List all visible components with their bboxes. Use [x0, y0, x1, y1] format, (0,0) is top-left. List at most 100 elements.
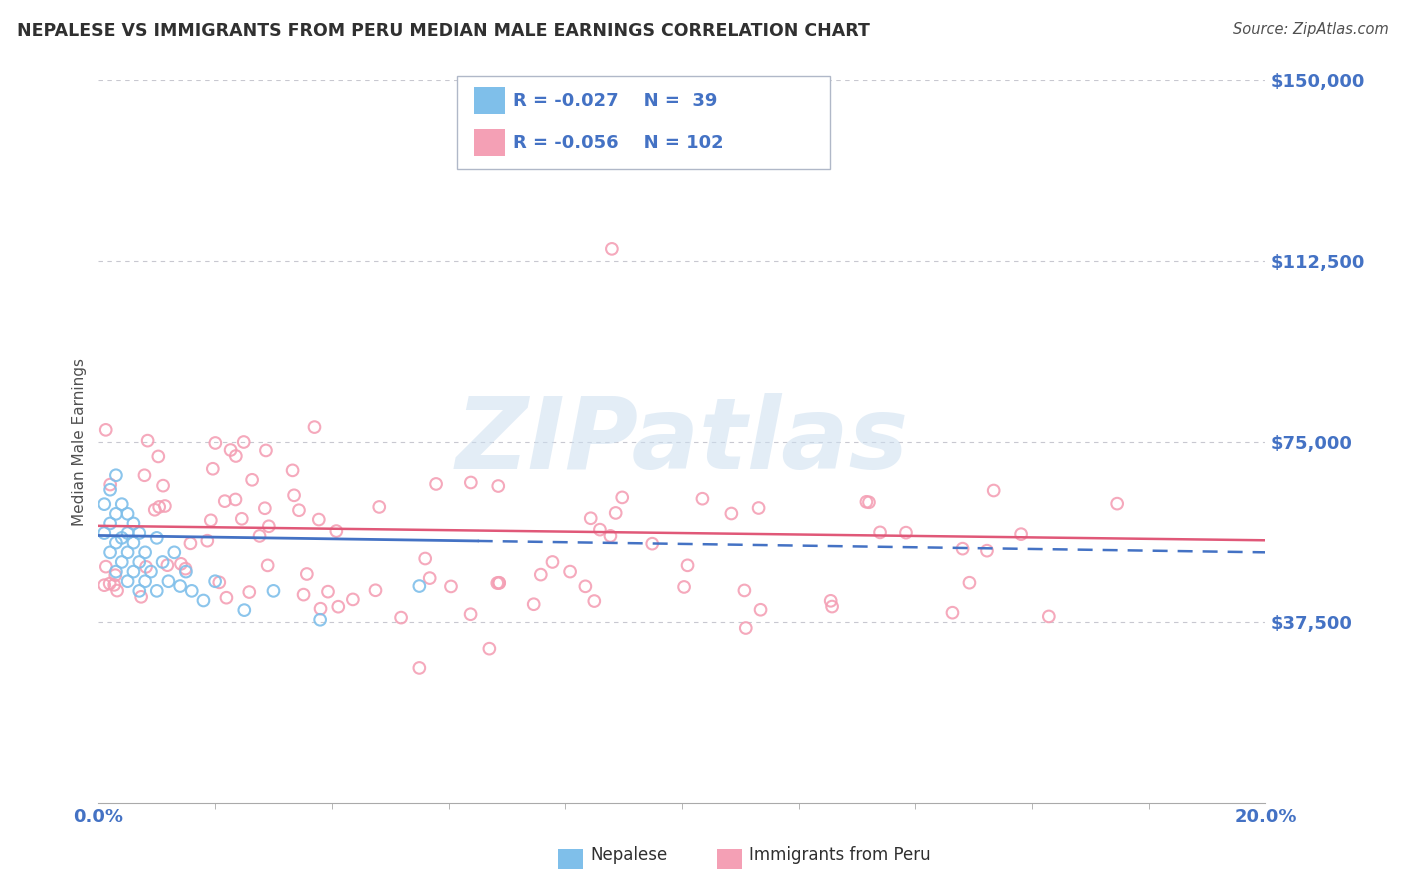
- Point: [169, 579, 191, 593]
- Point: [589, 523, 612, 537]
- Point: [281, 463, 304, 477]
- Point: [1107, 497, 1129, 511]
- Point: [309, 601, 332, 615]
- Point: [478, 641, 501, 656]
- Point: [134, 574, 156, 589]
- Point: [959, 575, 981, 590]
- Point: [733, 583, 755, 598]
- Text: R = -0.027    N =  39: R = -0.027 N = 39: [513, 92, 717, 110]
- Point: [676, 558, 699, 573]
- Point: [98, 516, 121, 531]
- Point: [641, 537, 664, 551]
- Point: [153, 499, 176, 513]
- Point: [460, 475, 482, 490]
- Point: [734, 621, 756, 635]
- Point: [93, 497, 115, 511]
- Point: [117, 507, 139, 521]
- Point: [233, 603, 256, 617]
- Point: [574, 579, 596, 593]
- Text: Immigrants from Peru: Immigrants from Peru: [749, 847, 931, 864]
- Point: [105, 583, 128, 598]
- Point: [488, 575, 510, 590]
- Point: [117, 526, 139, 541]
- Point: [148, 450, 170, 464]
- Point: [328, 599, 350, 614]
- Point: [238, 585, 260, 599]
- Point: [413, 551, 436, 566]
- Point: [103, 578, 125, 592]
- Point: [98, 477, 121, 491]
- Point: [342, 592, 364, 607]
- Point: [152, 555, 174, 569]
- Point: [308, 512, 330, 526]
- Point: [316, 584, 339, 599]
- Point: [180, 583, 202, 598]
- Point: [179, 536, 201, 550]
- Point: [288, 503, 311, 517]
- Point: [855, 495, 877, 509]
- Point: [894, 525, 917, 540]
- Point: [1010, 527, 1032, 541]
- Point: [146, 531, 169, 545]
- Point: [858, 495, 880, 509]
- Point: [612, 491, 634, 505]
- Point: [231, 512, 253, 526]
- Point: [135, 559, 157, 574]
- Point: [692, 491, 714, 506]
- Point: [201, 462, 224, 476]
- Point: [673, 580, 696, 594]
- Point: [104, 535, 127, 549]
- Point: [208, 575, 231, 590]
- Point: [98, 545, 121, 559]
- Point: [200, 513, 222, 527]
- Point: [122, 565, 145, 579]
- Point: [224, 492, 246, 507]
- Point: [134, 468, 156, 483]
- Point: [541, 555, 564, 569]
- Point: [214, 494, 236, 508]
- Point: [256, 558, 278, 573]
- Point: [425, 477, 447, 491]
- Point: [204, 574, 226, 589]
- Point: [599, 529, 621, 543]
- Point: [257, 519, 280, 533]
- Text: Source: ZipAtlas.com: Source: ZipAtlas.com: [1233, 22, 1389, 37]
- Point: [309, 613, 332, 627]
- Point: [249, 529, 271, 543]
- Point: [215, 591, 238, 605]
- Point: [254, 443, 277, 458]
- Point: [558, 565, 581, 579]
- Point: [292, 588, 315, 602]
- Point: [104, 565, 127, 579]
- Point: [820, 594, 842, 608]
- Point: [364, 583, 387, 598]
- Point: [139, 565, 162, 579]
- Point: [195, 533, 218, 548]
- Point: [304, 420, 326, 434]
- Point: [104, 507, 127, 521]
- Point: [530, 567, 553, 582]
- Point: [104, 568, 127, 582]
- Point: [94, 559, 117, 574]
- Point: [143, 502, 166, 516]
- Point: [219, 442, 242, 457]
- Point: [368, 500, 391, 514]
- Point: [136, 434, 159, 448]
- Text: NEPALESE VS IMMIGRANTS FROM PERU MEDIAN MALE EARNINGS CORRELATION CHART: NEPALESE VS IMMIGRANTS FROM PERU MEDIAN …: [17, 22, 870, 40]
- Point: [129, 590, 152, 604]
- Point: [117, 545, 139, 559]
- Point: [104, 468, 127, 483]
- Point: [156, 558, 179, 573]
- Point: [976, 543, 998, 558]
- Text: ZIPatlas: ZIPatlas: [456, 393, 908, 490]
- Point: [117, 574, 139, 589]
- Point: [486, 576, 509, 591]
- Point: [94, 423, 117, 437]
- Point: [408, 661, 430, 675]
- Point: [419, 571, 441, 585]
- Point: [325, 524, 347, 538]
- Point: [93, 578, 115, 592]
- Point: [1038, 609, 1060, 624]
- Point: [583, 594, 606, 608]
- Point: [748, 501, 770, 516]
